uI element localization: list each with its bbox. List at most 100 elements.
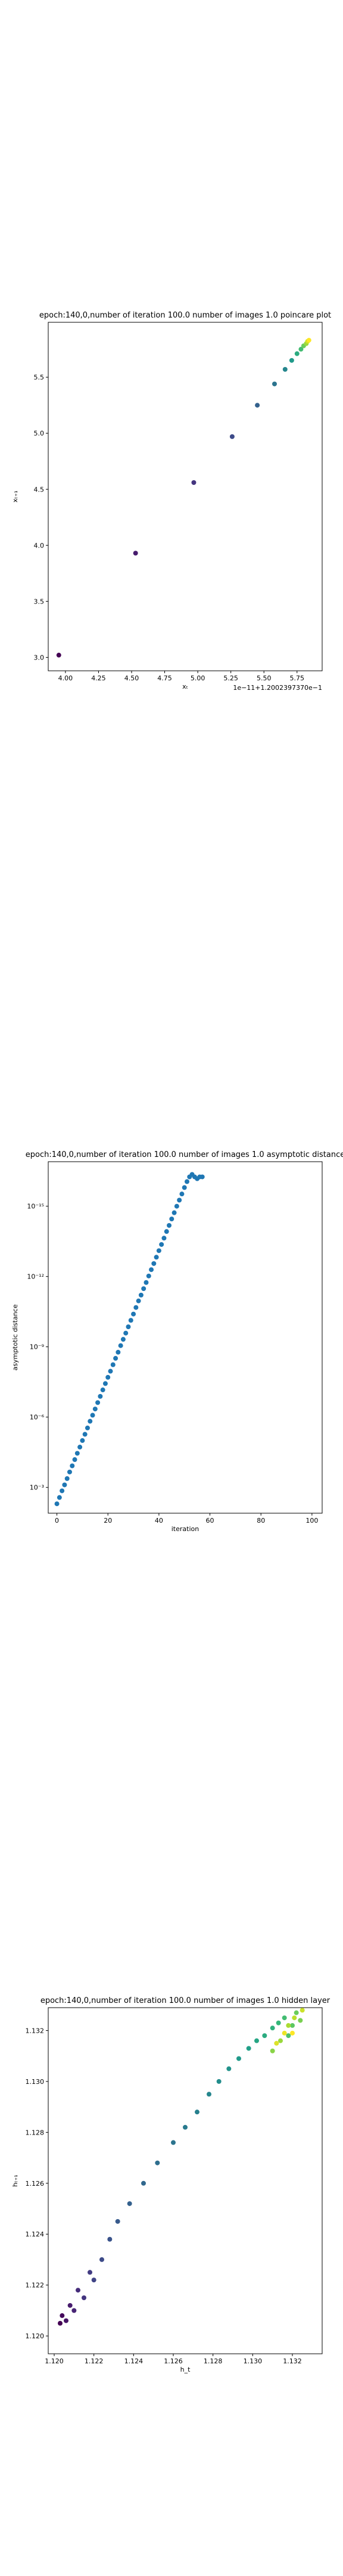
x-tick-label: 20 — [104, 1517, 112, 1525]
point — [62, 1482, 67, 1488]
y-tick-label: 3.0 — [34, 654, 45, 661]
x-tick-label: 4.75 — [157, 674, 172, 682]
point — [85, 1425, 90, 1430]
point — [60, 1488, 65, 1494]
point — [88, 2270, 92, 2275]
point — [138, 1292, 144, 1298]
x-tick-label: 1.126 — [164, 2357, 183, 2365]
x-tick-label: 1.122 — [85, 2357, 104, 2365]
y-axis-label: xₜ₊₁ — [11, 491, 19, 503]
point — [154, 1255, 159, 1260]
x-tick-label: 1.130 — [244, 2357, 263, 2365]
point — [298, 2018, 303, 2023]
point — [272, 381, 277, 387]
point — [67, 1469, 72, 1474]
y-tick-label: 5.0 — [34, 430, 45, 437]
point — [77, 1445, 83, 1450]
point — [262, 2033, 267, 2038]
x-tick-label: 60 — [206, 1517, 214, 1525]
y-tick-label: 10⁻¹² — [27, 1273, 44, 1281]
x-tick-label: 1.132 — [283, 2357, 302, 2365]
y-tick-label: 10⁻¹⁵ — [27, 1203, 44, 1211]
point — [54, 1501, 60, 1507]
point — [100, 1387, 105, 1393]
point — [131, 1311, 136, 1317]
y-axis-label: hₜ₊₁ — [11, 2174, 19, 2186]
point — [151, 1261, 157, 1266]
y-tick-label: 1.126 — [26, 2180, 45, 2188]
point — [286, 2023, 291, 2028]
x-tick-label: 5.50 — [257, 674, 272, 682]
point — [136, 1298, 141, 1303]
point — [80, 1438, 85, 1443]
point — [290, 2030, 295, 2036]
point — [216, 2079, 222, 2084]
point — [74, 1451, 80, 1456]
point — [167, 1222, 172, 1228]
point — [270, 2026, 275, 2031]
y-tick-label: 1.130 — [26, 2078, 45, 2086]
point — [255, 403, 260, 408]
point — [92, 1407, 98, 1412]
point — [128, 1318, 133, 1323]
y-tick-label: 1.122 — [26, 2282, 45, 2289]
y-tick-label: 4.0 — [34, 542, 45, 549]
chart-title: epoch:140,0,number of iteration 100.0 nu… — [39, 311, 331, 320]
point — [182, 1185, 187, 1190]
x-tick-label: 5.00 — [191, 674, 205, 682]
x-tick-label: 4.25 — [91, 674, 106, 682]
point — [300, 2008, 305, 2013]
point — [282, 367, 288, 372]
y-tick-label: 10⁻⁶ — [30, 1414, 45, 1421]
point — [115, 2219, 120, 2224]
plot-frame — [48, 1161, 323, 1514]
point — [64, 2318, 68, 2323]
point — [183, 2124, 188, 2130]
point — [274, 2040, 279, 2046]
point — [56, 652, 61, 658]
point — [90, 1413, 95, 1418]
x-tick-label: 5.75 — [290, 674, 305, 682]
x-axis-label: h_t — [180, 2366, 191, 2373]
x-tick-label: 40 — [155, 1517, 163, 1525]
point — [146, 1273, 151, 1278]
y-tick-label: 1.128 — [26, 2129, 45, 2136]
plot-frame — [48, 322, 323, 671]
point — [292, 2015, 297, 2021]
point — [254, 2038, 259, 2043]
point — [141, 2180, 146, 2186]
x-tick-label: 1.124 — [124, 2357, 144, 2365]
point — [179, 1191, 185, 1197]
point — [98, 1393, 103, 1399]
point — [164, 1229, 169, 1234]
chart-title: epoch:140,0,number of iteration 100.0 nu… — [26, 1150, 343, 1159]
point — [127, 2201, 132, 2206]
point — [116, 1349, 121, 1355]
y-tick-label: 10⁻³ — [30, 1484, 44, 1492]
point — [57, 1495, 62, 1500]
point — [172, 1210, 177, 1215]
point — [278, 2038, 283, 2043]
point — [207, 2092, 211, 2097]
point — [184, 1179, 189, 1184]
point — [64, 1476, 70, 1481]
point — [113, 1356, 119, 1361]
x-axis-label: iteration — [172, 1525, 199, 1533]
point — [99, 2257, 104, 2262]
y-axis-label: asymptotic distance — [11, 1304, 19, 1370]
x-axis-label: xₜ — [182, 683, 188, 690]
point — [123, 1330, 129, 1336]
point — [161, 1236, 167, 1241]
point — [236, 2056, 241, 2061]
point — [149, 1267, 154, 1273]
point — [171, 2140, 176, 2145]
y-tick-label: 1.132 — [26, 2027, 45, 2034]
point — [169, 1217, 174, 1222]
point — [88, 1418, 93, 1424]
y-tick-label: 3.5 — [34, 598, 45, 605]
plot-frame — [48, 2007, 323, 2354]
point — [133, 1305, 139, 1310]
x-tick-label: 80 — [257, 1517, 265, 1525]
